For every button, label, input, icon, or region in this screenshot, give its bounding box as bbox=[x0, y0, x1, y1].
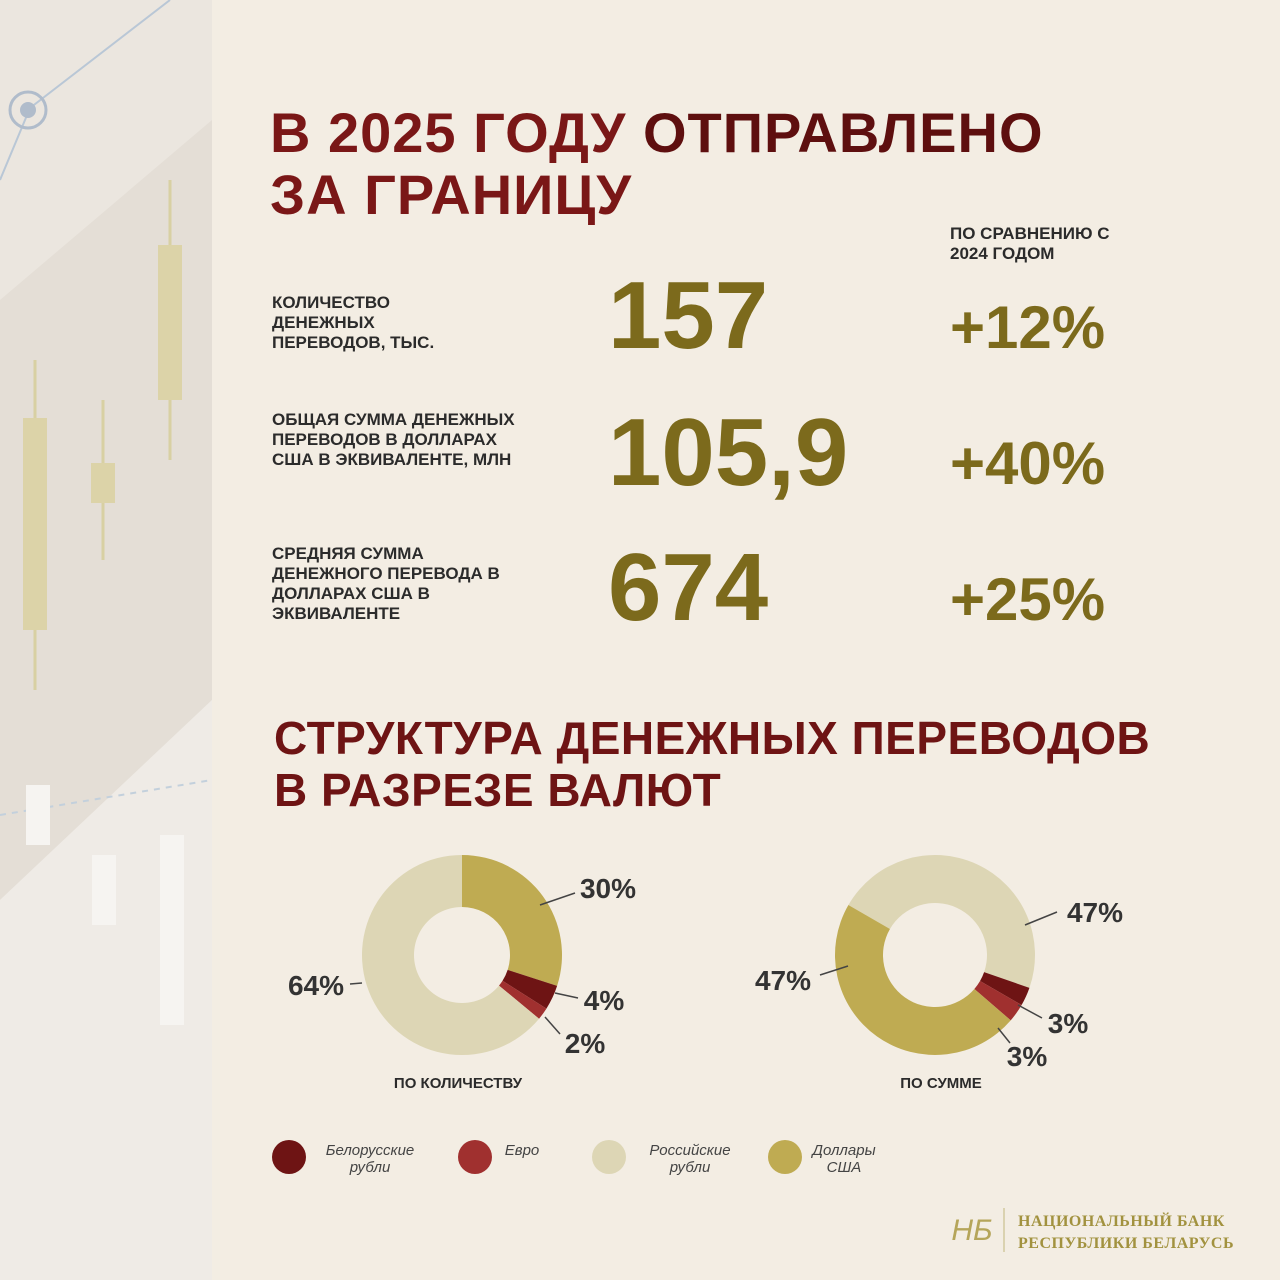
leader-line bbox=[997, 1027, 1011, 1044]
legend-label: Белорусские рубли bbox=[325, 1142, 415, 1176]
decor-panel bbox=[0, 0, 213, 1280]
stat-label: КОЛИЧЕСТВО ДЕНЕЖНЫХ ПЕРЕВОДОВ, ТЫС. bbox=[272, 293, 435, 352]
value-label: 3% bbox=[1007, 1041, 1048, 1072]
leader-line bbox=[554, 992, 579, 999]
stat-value: 157 bbox=[608, 262, 769, 369]
stat-label: ОБЩАЯ СУММА ДЕНЕЖНЫХ ПЕРЕВОДОВ В ДОЛЛАРА… bbox=[272, 410, 515, 469]
stat-label: СРЕДНЯЯ СУММА ДЕНЕЖНОГО ПЕРЕВОДА В ДОЛЛА… bbox=[272, 544, 500, 623]
value-label: 30% bbox=[580, 873, 636, 904]
value-label: 47% bbox=[1067, 897, 1123, 928]
leader-line bbox=[349, 982, 363, 985]
logo: НБ bbox=[951, 1208, 1005, 1252]
section-title: СТРУКТУРА ДЕНЕЖНЫХ ПЕРЕВОДОВ В РАЗРЕЗЕ В… bbox=[274, 712, 1151, 816]
stat-value: 674 bbox=[608, 534, 769, 641]
donut-segment bbox=[361, 855, 540, 1055]
legend-label: Российские рубли bbox=[649, 1142, 731, 1176]
leader-line bbox=[544, 1016, 561, 1035]
title-part: ЗА ГРАНИЦУ bbox=[270, 163, 633, 226]
bank-name: НАЦИОНАЛЬНЫЙ БАНК РЕСПУБЛИКИ БЕЛАРУСЬ bbox=[1018, 1213, 1235, 1252]
leader-line bbox=[1017, 1004, 1043, 1019]
value-label: 2% bbox=[565, 1028, 606, 1059]
value-label: 4% bbox=[584, 985, 625, 1016]
title-part: В 2025 ГОДУ bbox=[270, 101, 627, 164]
svg-text:НБ: НБ bbox=[951, 1214, 992, 1247]
value-label: 64% bbox=[288, 970, 344, 1001]
value-label: 47% bbox=[755, 965, 811, 996]
leader-line bbox=[539, 892, 576, 906]
donut-segment bbox=[462, 855, 562, 986]
chart-title: ПО СУММЕ bbox=[900, 1075, 982, 1092]
comparison-heading: ПО СРАВНЕНИЮ С 2024 ГОДОМ bbox=[950, 224, 1110, 263]
value-label: 3% bbox=[1048, 1008, 1089, 1039]
legend-swatch bbox=[592, 1140, 626, 1174]
legend-label: Доллары США bbox=[812, 1142, 876, 1176]
stat-change: +25% bbox=[950, 566, 1106, 633]
donut-segment bbox=[848, 855, 1035, 988]
stat-change: +40% bbox=[950, 430, 1106, 497]
legend-label: Евро bbox=[504, 1142, 540, 1159]
donut-segment bbox=[974, 981, 1022, 1021]
donut-segment bbox=[498, 980, 547, 1019]
leader-line bbox=[819, 965, 849, 976]
donut-charts: 4% 2% 64% 30% ПО КОЛИЧЕСТВУ 3%3% 47% 47% ПО СУММ… bbox=[288, 855, 1123, 1092]
chart-title: ПО КОЛИЧЕСТВУ bbox=[394, 1075, 523, 1092]
legend-swatch bbox=[458, 1140, 492, 1174]
leader-line bbox=[1024, 911, 1058, 926]
stat-change: +12% bbox=[950, 294, 1106, 361]
legend-swatch bbox=[768, 1140, 802, 1174]
donut-segment bbox=[980, 972, 1030, 1005]
legend-swatch bbox=[272, 1140, 306, 1174]
title-emphasis: ОТПРАВЛЕНО bbox=[642, 101, 1044, 164]
stat-value: 105,9 bbox=[608, 399, 849, 506]
title: В 2025 ГОДУ ОТПРАВЛЕНО ЗА ГРАНИЦУ bbox=[270, 102, 1044, 226]
donut-segment bbox=[502, 969, 558, 1009]
donut-segment bbox=[835, 905, 1011, 1055]
